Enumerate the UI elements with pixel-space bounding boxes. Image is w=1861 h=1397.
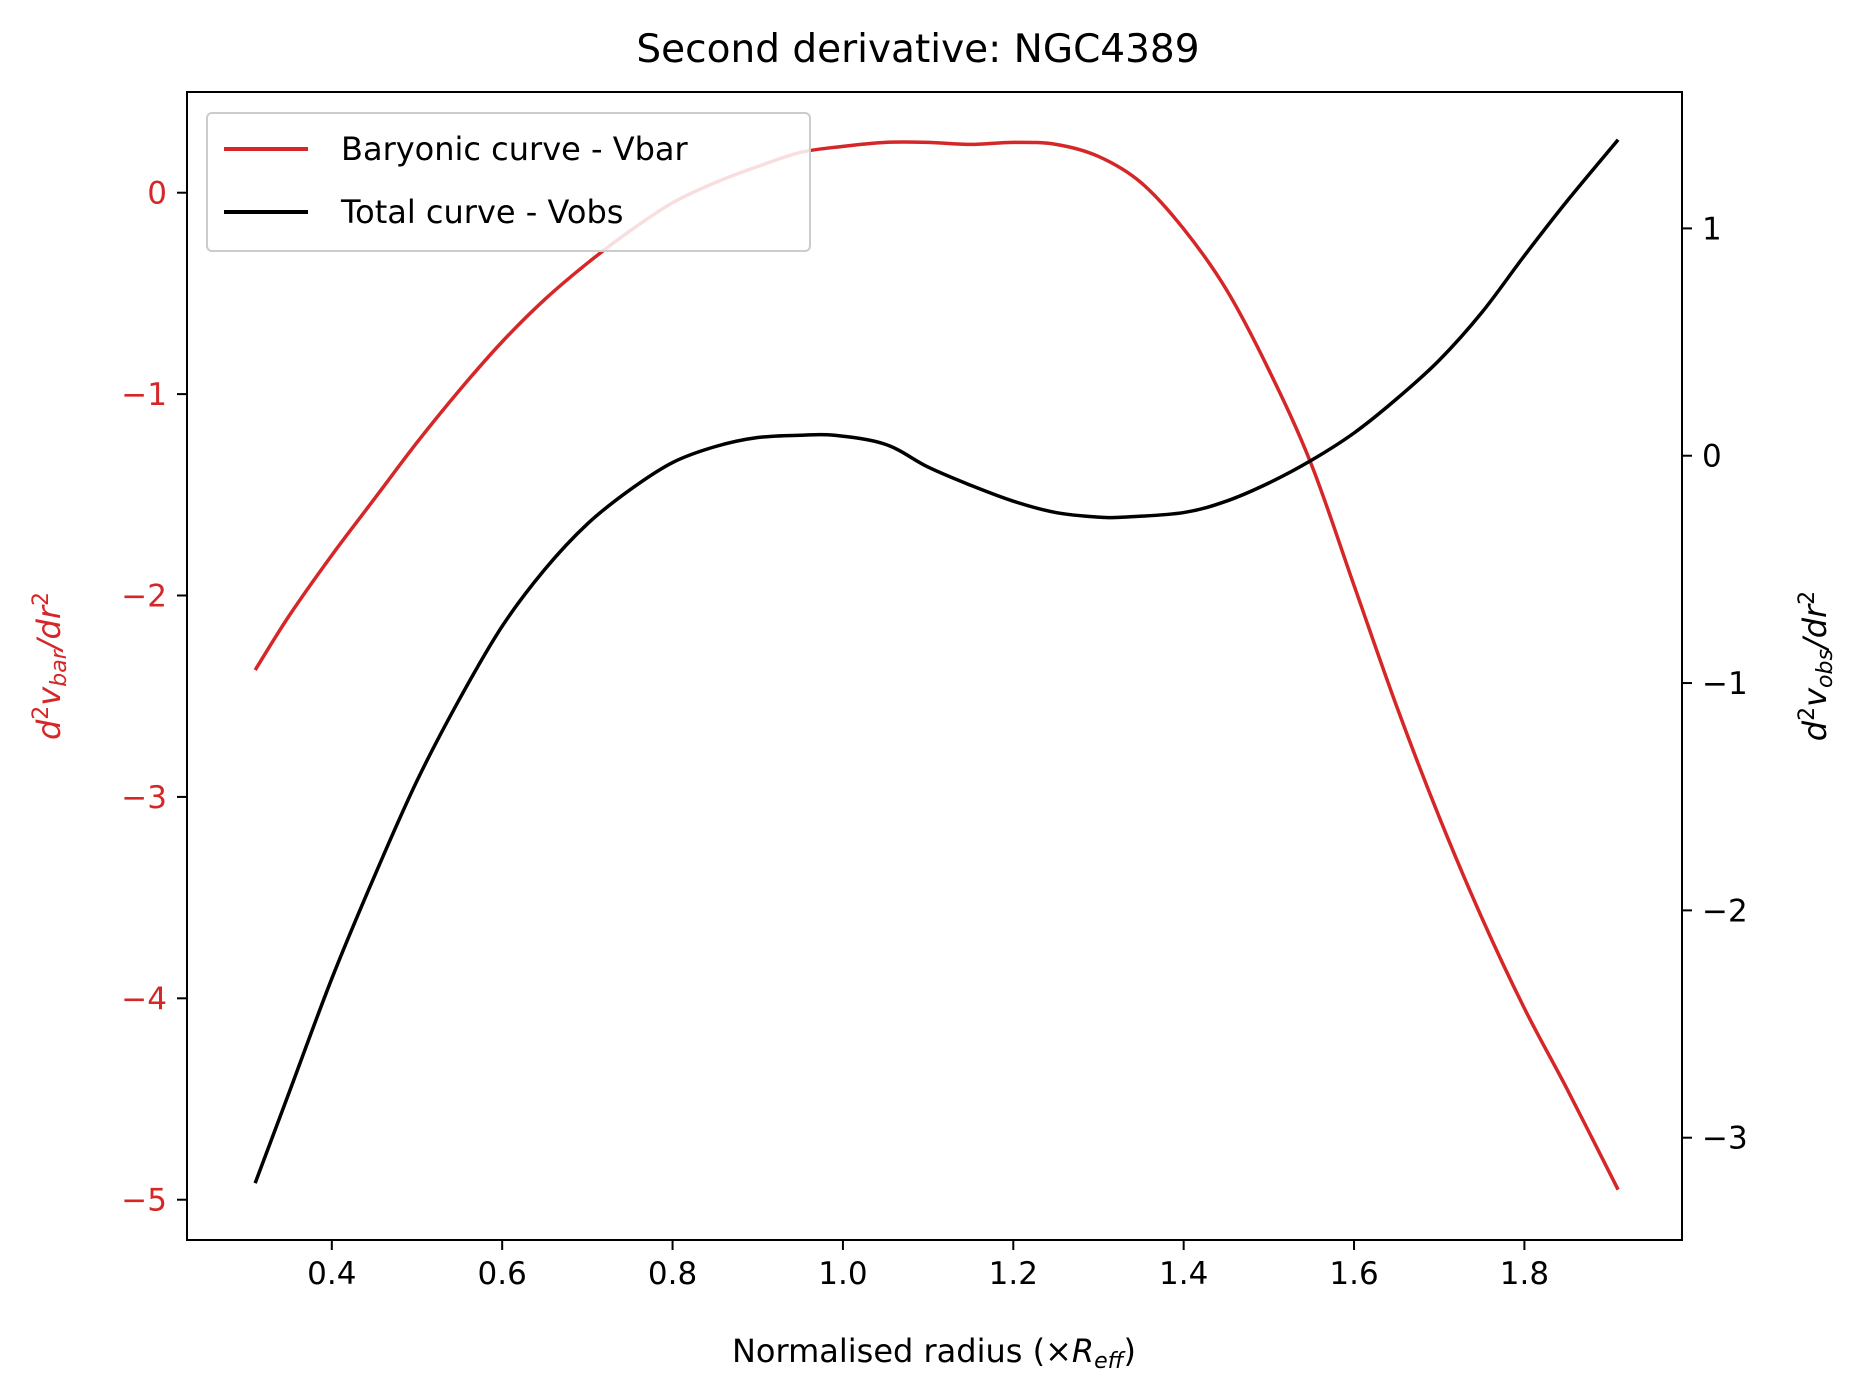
y-right-tick-label: −1 [1702, 666, 1748, 702]
y-axis-left-label: d2vbar/dr2 [29, 592, 72, 740]
y-left-tick-label: −4 [121, 981, 167, 1017]
y-right-tick-label: −2 [1702, 893, 1748, 929]
x-tick-label: 1.8 [1500, 1256, 1549, 1292]
plot-frame [186, 91, 1683, 1241]
y-left-tick-label: −2 [121, 579, 167, 615]
x-tick-label: 0.8 [648, 1256, 697, 1292]
legend-label-vobs: Total curve - Vobs [340, 193, 623, 231]
x-axis-label: Normalised radius (×Reff) [732, 1332, 1136, 1374]
series-line-vobs [253, 138, 1620, 1184]
series-layer [253, 138, 1620, 1191]
y-right-tick-label: 1 [1702, 211, 1722, 247]
chart-title: Second derivative: NGC4389 [636, 27, 1199, 72]
x-tick-label: 1.4 [1159, 1256, 1208, 1292]
series-line-vbar [253, 140, 1620, 1191]
x-tick-label: 0.6 [478, 1256, 527, 1292]
x-axis: 0.4 0.6 0.8 1.0 1.2 1.4 1.6 1.8 [307, 1240, 1549, 1292]
y-axis-right-label: d2vobs/dr2 [1795, 591, 1838, 741]
legend-label-vbar: Baryonic curve - Vbar [341, 130, 689, 168]
y-left-tick-label: 0 [147, 176, 167, 212]
y-right-tick-label: −3 [1702, 1121, 1748, 1157]
x-tick-label: 1.2 [989, 1256, 1038, 1292]
y-left-tick-label: −1 [121, 377, 167, 413]
x-tick-label: 1.0 [818, 1256, 867, 1292]
y-right-tick-label: 0 [1702, 439, 1722, 475]
plot-area [253, 138, 1620, 1191]
legend: Baryonic curve - Vbar Total curve - Vobs [206, 112, 811, 252]
y-axis-left: 0 −1 −2 −3 −4 −5 [121, 176, 187, 1219]
x-tick-label: 0.4 [307, 1256, 356, 1292]
y-left-tick-label: −3 [121, 780, 167, 816]
y-axis-right: 1 0 −1 −2 −3 [1682, 211, 1748, 1157]
x-tick-label: 1.6 [1329, 1256, 1378, 1292]
y-left-tick-label: −5 [121, 1183, 167, 1219]
legend-box [206, 112, 811, 252]
